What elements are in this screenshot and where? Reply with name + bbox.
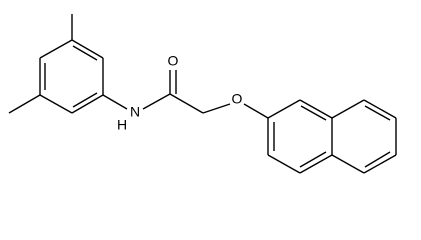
atom-label: O: [232, 91, 243, 107]
atom-label: N: [130, 104, 140, 120]
structure-diagram: O N H O: [8, 14, 397, 174]
atom-label: H: [117, 117, 127, 133]
atom-label: O: [168, 53, 179, 69]
bonds: [8, 14, 397, 174]
